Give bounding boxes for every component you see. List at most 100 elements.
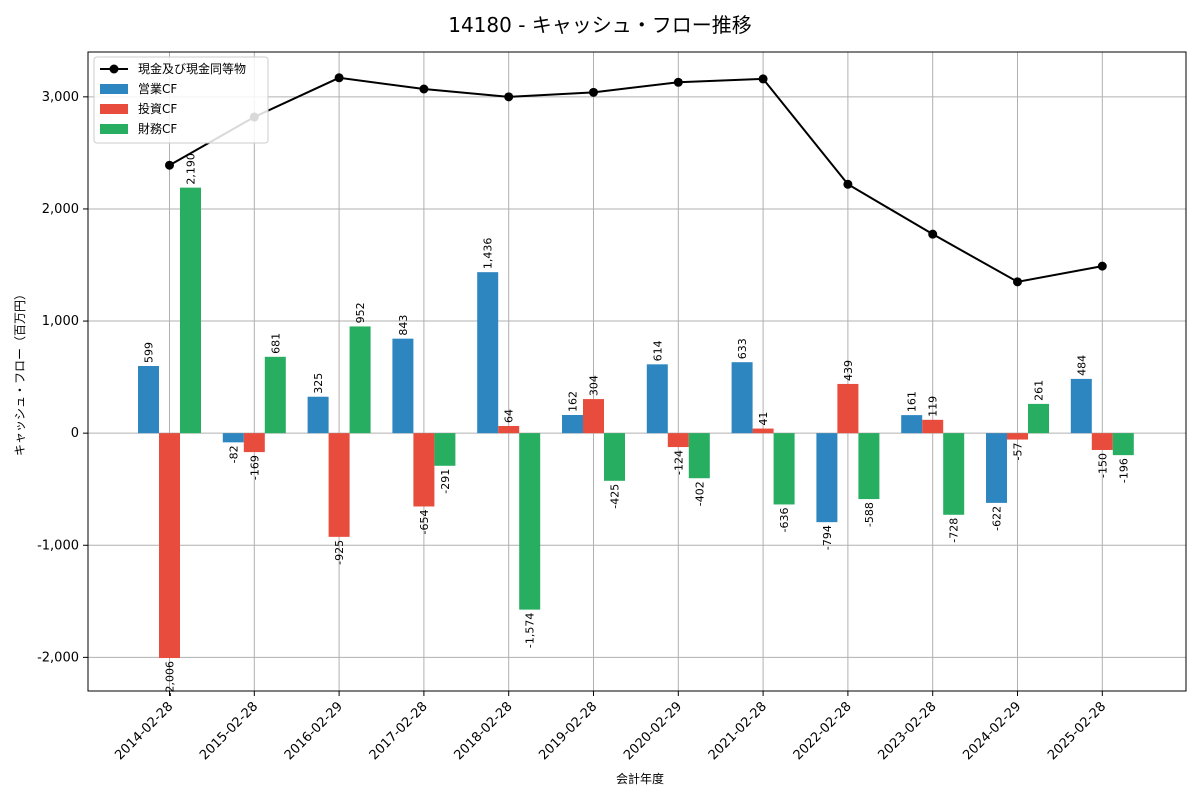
bar-value-label: -402 [693, 481, 706, 506]
bar-2 [922, 419, 944, 434]
bar-2 [1007, 433, 1028, 440]
bar-value-label: -169 [248, 455, 261, 480]
bar-1 [731, 362, 753, 434]
legend-entry: 投資CF [138, 101, 177, 116]
y-tick-label: 0 [71, 426, 79, 441]
bar-value-label: 439 [842, 360, 855, 381]
bar-value-label: 952 [354, 302, 367, 323]
x-tick-label: 2020-02-29 [621, 699, 685, 763]
bar-value-label: 41 [757, 412, 770, 426]
cash-line-point [419, 84, 429, 94]
bar-1 [138, 366, 159, 434]
bar-value-label: -794 [821, 525, 834, 550]
bar-2 [1091, 433, 1113, 450]
cash-line-point [504, 92, 514, 102]
x-tick-label: 2025-02-28 [1045, 699, 1109, 763]
cash-line-point [758, 74, 768, 84]
bar-value-label: 162 [567, 391, 580, 412]
bar-value-label: 484 [1075, 355, 1088, 376]
bar-3 [264, 356, 286, 434]
bar-value-label: 119 [927, 396, 940, 417]
bar-2 [667, 433, 689, 448]
bar-1 [1070, 378, 1092, 434]
bar-value-label: 681 [269, 333, 282, 354]
bar-3 [519, 433, 541, 610]
y-tick-label: 1,000 [42, 314, 79, 329]
y-tick-label: -2,000 [37, 650, 79, 665]
bar-value-label: -124 [672, 450, 685, 475]
bar-1 [477, 272, 499, 434]
bar-2 [498, 425, 520, 434]
legend-entry: 営業CF [138, 82, 177, 96]
bar-1 [222, 433, 244, 443]
bar-value-label: -654 [418, 509, 431, 534]
bar-1 [901, 415, 923, 434]
x-axis-label: 会計年度 [616, 771, 664, 786]
bar-1 [562, 414, 583, 434]
cash-line-point [1013, 277, 1022, 287]
bar-3 [1028, 403, 1049, 434]
x-tick-label: 2016-02-29 [282, 699, 346, 763]
bar-3 [180, 187, 201, 434]
cash-line-point [589, 87, 598, 97]
x-tick-label: 2022-02-28 [791, 699, 855, 763]
legend-entry: 財務CF [138, 121, 177, 136]
x-tick-label: 2018-02-28 [451, 699, 515, 763]
bar-value-label: -82 [227, 445, 240, 463]
bar-value-label: 633 [736, 338, 749, 359]
bar-value-label: 2,190 [185, 153, 198, 185]
bar-value-label: -57 [1012, 443, 1025, 461]
bar-value-label: 325 [312, 373, 325, 394]
x-tick-label: 2017-02-28 [367, 699, 431, 763]
bar-2 [752, 428, 774, 434]
bar-value-label: -425 [609, 484, 622, 509]
bar-3 [773, 433, 795, 505]
x-tick-label: 2023-02-28 [875, 699, 939, 763]
bar-3 [858, 433, 880, 500]
bar-value-label: 614 [651, 340, 664, 361]
grid-lines [88, 52, 1186, 691]
x-tick-label: 2021-02-28 [706, 699, 770, 763]
cash-line-point [334, 73, 344, 83]
legend-box [93, 56, 269, 144]
bar-value-label: 261 [1033, 380, 1046, 401]
bar-1 [646, 364, 668, 434]
bar-value-label: -291 [439, 469, 452, 494]
bar-value-label: -622 [991, 506, 1004, 531]
bars [138, 187, 1134, 659]
bar-value-label: -636 [778, 507, 791, 532]
bar-value-label: -2,006 [164, 661, 177, 696]
bar-1 [986, 433, 1007, 503]
y-tick-label: 2,000 [42, 202, 79, 217]
cash-line-path [169, 76, 1103, 283]
bar-value-label: -588 [863, 502, 876, 527]
bar-value-label: 161 [906, 391, 919, 412]
bar-1 [392, 338, 414, 434]
cash-line-point [843, 179, 853, 189]
legend-swatch [100, 84, 128, 94]
bar-2 [837, 383, 859, 434]
bar-value-label: -196 [1117, 458, 1130, 483]
bar-2 [583, 399, 604, 434]
legend-entry: 現金及び現金同等物 [138, 61, 246, 76]
bar-3 [688, 433, 710, 479]
bar-1 [816, 433, 838, 523]
y-axis-label: キャッシュ・フロー（百万円） [13, 288, 27, 456]
legend-line-marker [109, 64, 119, 74]
bar-2 [243, 433, 265, 453]
bar-value-label: -150 [1096, 453, 1109, 478]
legend-swatch [100, 124, 128, 134]
bar-2 [413, 433, 435, 507]
cash-line-point [165, 160, 174, 170]
bar-2 [328, 433, 350, 537]
bar-value-label: -925 [333, 540, 346, 565]
x-tick-label: 2014-02-28 [112, 699, 176, 763]
bar-value-label: 304 [588, 375, 601, 396]
bar-3 [349, 326, 371, 434]
y-tick-label: -1,000 [37, 538, 79, 553]
x-tick-label: 2024-02-29 [960, 699, 1024, 763]
bar-value-label: -728 [948, 518, 961, 543]
legend-swatch [100, 104, 128, 114]
